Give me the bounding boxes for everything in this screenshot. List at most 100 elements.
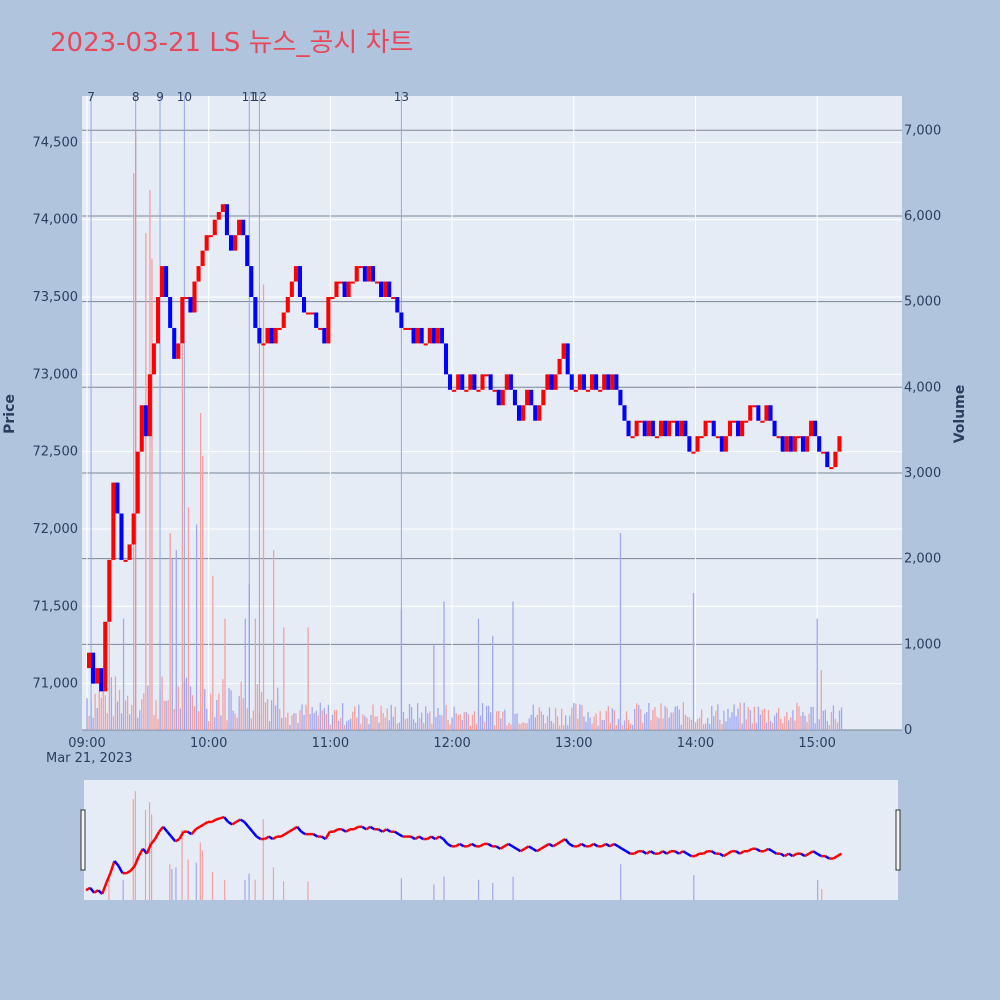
volume-bar: [299, 710, 301, 730]
mini-volume-bar: [433, 884, 435, 900]
mini-price-segment: [186, 830, 193, 836]
volume-bar: [279, 708, 281, 730]
mini-price-segment: [593, 842, 599, 848]
volume-bar: [784, 716, 786, 730]
volume-bar: [222, 679, 224, 730]
y2-tick-label: 2,000: [904, 552, 941, 567]
mini-price-segment: [812, 850, 818, 855]
volume-bar: [682, 702, 684, 730]
mini-price-segment: [454, 842, 461, 848]
volume-bar: [696, 719, 699, 730]
volume-bar: [114, 676, 117, 730]
y-tick-label: 71,000: [33, 677, 79, 692]
volume-bar: [406, 718, 409, 730]
mini-price-segment: [739, 850, 745, 855]
price-candle: [508, 374, 513, 390]
price-candle: [687, 436, 692, 452]
volume-bar: [581, 705, 583, 730]
mini-price-segment: [467, 842, 473, 848]
price-candle: [740, 420, 745, 437]
volume-bar: [664, 706, 666, 730]
volume-bar: [577, 718, 579, 730]
volume-bar: [761, 709, 764, 730]
volume-bar: [569, 715, 571, 730]
volume-bar: [806, 721, 808, 730]
price-candle: [691, 451, 696, 454]
volume-bar: [636, 703, 638, 730]
volume-bar: [804, 715, 806, 730]
volume-bar: [548, 707, 551, 730]
price-candle: [634, 420, 639, 437]
news-marker-label: 12: [252, 90, 267, 104]
price-candle: [683, 420, 688, 437]
price-candle: [391, 297, 396, 300]
volume-bar: [552, 723, 555, 730]
price-candle: [103, 621, 108, 692]
mini-volume-bar: [150, 814, 153, 900]
mini-volume-bar: [134, 791, 136, 900]
volume-bar: [652, 709, 654, 730]
price-candle: [196, 266, 201, 282]
price-candle: [362, 266, 367, 282]
y-tick-label: 72,500: [33, 445, 79, 460]
volume-bar: [376, 716, 378, 730]
volume-bar: [246, 708, 248, 730]
price-candle: [358, 266, 363, 269]
y2-tick-label: 4,000: [904, 380, 941, 395]
volume-bar: [550, 721, 553, 730]
price-candle: [131, 513, 136, 545]
x-tick-label: 10:00: [190, 736, 227, 751]
mini-price-segment: [568, 842, 575, 848]
volume-bar: [717, 704, 719, 730]
volume-bar: [670, 712, 672, 730]
volume-bar: [457, 714, 459, 730]
volume-bar: [556, 716, 559, 730]
volume-bar: [579, 704, 581, 730]
price-candle: [285, 297, 290, 313]
price-candle: [744, 420, 749, 423]
volume-bar: [725, 721, 727, 730]
volume-bar: [447, 719, 449, 730]
volume-bar: [666, 707, 668, 730]
volume-bar: [439, 715, 441, 730]
volume-bar: [674, 706, 676, 730]
price-candle: [792, 436, 797, 452]
volume-bar: [416, 703, 419, 730]
range-slider-background[interactable]: [84, 780, 898, 900]
price-candle: [301, 297, 307, 313]
y2-axis-ticks: 0 1,000 2,000 3,000 4,000 5,000 6,000 7,000: [904, 123, 941, 738]
range-slider-left-handle[interactable]: [80, 809, 86, 871]
price-candle: [277, 327, 282, 330]
range-slider-right-handle[interactable]: [895, 809, 901, 871]
mini-price-segment: [296, 826, 303, 833]
mini-price-segment: [292, 825, 298, 831]
price-candle: [448, 374, 453, 390]
volume-bar: [126, 695, 129, 730]
mini-price-segment: [645, 850, 652, 855]
volume-bar: [727, 708, 729, 730]
price-candle: [306, 312, 311, 315]
mini-price-segment: [243, 821, 250, 828]
mini-price-segment: [247, 826, 254, 833]
volume-bar: [433, 644, 435, 730]
mini-price-segment: [361, 825, 367, 831]
mini-volume-bar: [171, 868, 173, 900]
volume-bar: [467, 714, 470, 730]
volume-bar: [644, 713, 646, 730]
volume-bar: [329, 724, 332, 730]
mini-price-segment: [414, 835, 420, 841]
volume-bar: [465, 711, 467, 730]
y2-tick-label: 1,000: [904, 637, 941, 652]
volume-bar: [309, 713, 311, 730]
price-candle: [464, 389, 469, 392]
volume-bar: [165, 700, 167, 730]
volume-bar: [204, 689, 206, 730]
volume-bar: [92, 717, 94, 730]
volume-bar: [321, 710, 323, 730]
news-marker-label: 8: [132, 90, 140, 104]
x-tick-label: 15:00: [798, 736, 835, 751]
price-candle: [310, 312, 315, 315]
price-candle: [237, 219, 242, 236]
volume-bar: [425, 706, 427, 730]
